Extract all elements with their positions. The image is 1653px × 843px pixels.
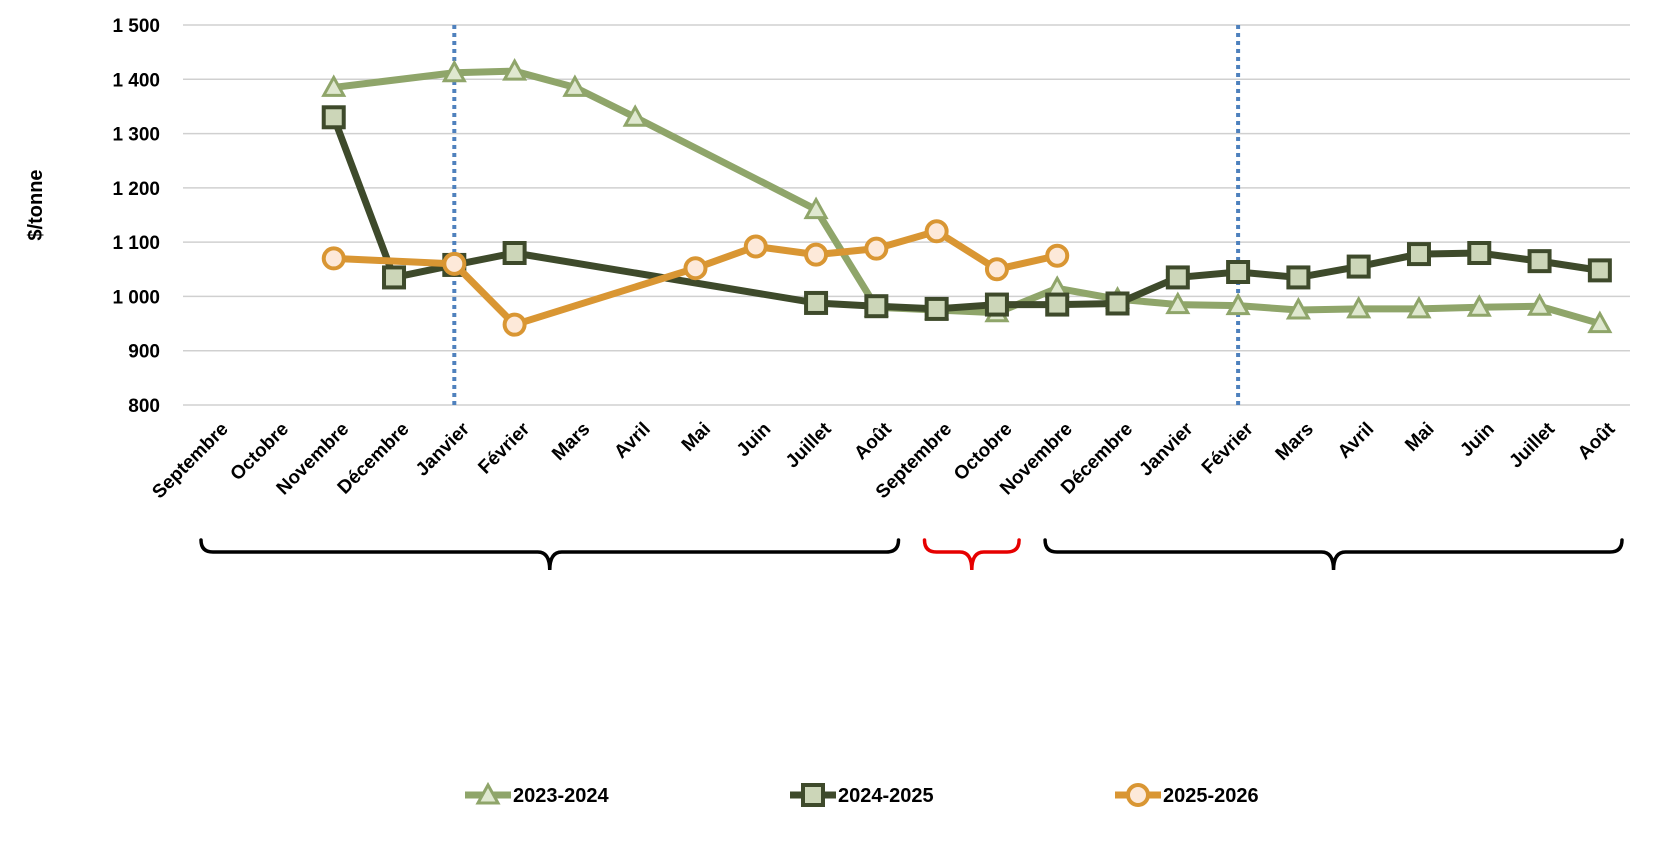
y-axis-label: $/tonne: [25, 169, 47, 240]
data-point: [1527, 249, 1552, 274]
legend-label: 2023-2024: [513, 785, 610, 807]
x-tick-label: Août: [850, 418, 896, 464]
legend-label: 2025-2026: [1163, 785, 1259, 807]
data-point: [475, 781, 501, 805]
data-point: [502, 58, 528, 81]
y-tick-label: 1 200: [112, 179, 160, 200]
y-tick-label: 1 100: [112, 233, 160, 254]
x-tick-label: Janvier: [1135, 418, 1197, 480]
data-point: [321, 105, 346, 130]
data-point: [1226, 260, 1251, 284]
data-point: [1587, 310, 1613, 334]
data-point: [1346, 295, 1372, 319]
data-point: [622, 104, 648, 127]
data-point: [1045, 243, 1070, 268]
x-tick-label: Février: [474, 418, 534, 478]
period-braces: [199, 538, 1624, 571]
data-point: [562, 74, 588, 97]
data-point: [984, 257, 1009, 282]
legend: 2023-2024 2024-2025 2025-2026: [465, 781, 1259, 807]
data-point: [442, 251, 467, 276]
data-point: [804, 242, 829, 267]
data-point: [1045, 292, 1070, 317]
data-point: [1285, 296, 1311, 320]
legend-item-2025-2026: 2025-2026: [1115, 783, 1259, 807]
data-point: [502, 312, 527, 337]
x-tick-label: Septembre: [148, 419, 232, 503]
data-point: [1527, 293, 1553, 316]
data-point: [1406, 242, 1431, 267]
x-tick-label: Août: [1574, 418, 1620, 464]
data-point: [984, 292, 1009, 317]
x-tick-label: Mai: [678, 419, 715, 456]
x-tick-label: Juin: [733, 419, 775, 461]
x-tick-label: Avril: [1334, 419, 1378, 463]
x-tick-label: Mars: [1272, 419, 1318, 465]
data-point: [743, 234, 768, 259]
period-brace: [922, 538, 1021, 571]
data-point: [382, 265, 407, 290]
series-line: [333, 227, 1058, 329]
series-2025-2026: [321, 219, 1070, 337]
series-line: [330, 116, 1601, 313]
x-tick-label: Janvier: [412, 418, 474, 480]
data-point: [502, 241, 527, 265]
period-brace: [199, 538, 901, 571]
x-tick-label: Mai: [1401, 419, 1438, 456]
y-tick-label: 1 000: [112, 287, 160, 308]
data-point: [803, 196, 829, 220]
y-axis-ticks: 800 900 1 000 1 100 1 200 1 300 1 400 1 500: [112, 16, 160, 417]
y-tick-label: 1 500: [112, 16, 160, 37]
data-point: [1165, 265, 1190, 290]
data-point: [1346, 254, 1371, 279]
x-tick-label: Juin: [1456, 419, 1498, 461]
legend-item-2024-2025: 2024-2025: [790, 783, 934, 807]
y-tick-label: 800: [128, 396, 160, 417]
data-point: [1105, 291, 1130, 316]
x-tick-label: Juillet: [1505, 418, 1559, 472]
data-point: [1466, 294, 1492, 317]
period-brace: [1043, 538, 1624, 571]
series-lines: [321, 58, 1613, 337]
legend-label: 2024-2025: [838, 785, 934, 807]
legend-item-2023-2024: 2023-2024: [465, 781, 610, 807]
data-point: [1467, 241, 1492, 265]
x-tick-label: Avril: [610, 419, 654, 463]
series-line: [333, 67, 1601, 327]
data-point: [864, 294, 889, 319]
data-point: [1165, 291, 1191, 315]
data-point: [864, 236, 889, 261]
data-point: [321, 74, 347, 97]
data-point: [1587, 258, 1612, 283]
x-tick-label: Mars: [548, 419, 594, 465]
y-tick-label: 1 300: [112, 125, 160, 146]
x-tick-label: Juillet: [782, 418, 836, 472]
data-point: [1406, 295, 1432, 319]
data-point: [924, 219, 949, 244]
data-point: [801, 783, 825, 807]
y-tick-label: 900: [128, 342, 160, 363]
data-point: [1286, 265, 1311, 290]
data-point: [321, 246, 346, 271]
data-point: [804, 290, 829, 315]
series-2023-2024: [321, 58, 1613, 334]
data-point: [1126, 783, 1150, 807]
data-point: [683, 256, 708, 281]
data-point: [441, 59, 467, 83]
data-point: [924, 296, 949, 321]
x-tick-label: Février: [1198, 418, 1258, 478]
data-point: [1225, 292, 1251, 316]
series-2024-2025: [321, 105, 1612, 321]
y-tick-label: 1 400: [112, 70, 160, 91]
